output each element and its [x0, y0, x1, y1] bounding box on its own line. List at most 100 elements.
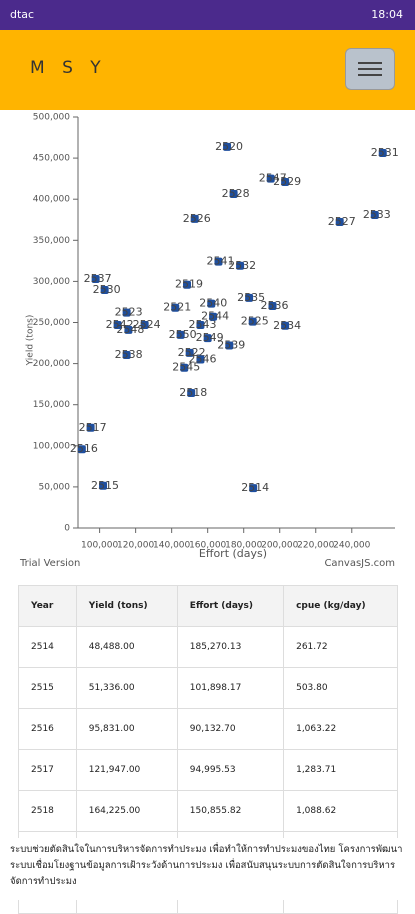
table-cell: 261.72	[283, 626, 398, 668]
table-cell: 101,898.17	[176, 667, 285, 709]
column-header: Year	[18, 585, 77, 627]
point	[99, 481, 108, 490]
point	[187, 389, 196, 398]
point-label: 2526	[183, 212, 211, 225]
point-label: 2529	[273, 175, 301, 188]
footer-text: ระบบช่วยตัดสินใจในการบริหารจัดการทำประมง…	[0, 838, 415, 900]
point-label: 2545	[172, 361, 200, 374]
y-tick-label: 500,000	[33, 113, 70, 123]
table-cell: 51,336.00	[75, 667, 178, 709]
point-label: 2525	[241, 315, 269, 328]
point	[245, 293, 254, 302]
table-cell: 2518	[18, 790, 77, 832]
x-tick-label: 200,000	[261, 541, 298, 551]
table-cell: 503.80	[283, 667, 398, 709]
menu-button[interactable]	[345, 48, 395, 90]
point	[180, 363, 189, 372]
point	[249, 484, 258, 493]
y-tick-label: 0	[64, 524, 70, 534]
point	[185, 348, 194, 357]
y-tick-label: 200,000	[33, 359, 70, 369]
column-header: Effort (days)	[176, 585, 285, 627]
point-label: 2514	[241, 481, 269, 494]
x-tick-label: 160,000	[189, 541, 226, 551]
point-label: 2540	[199, 297, 227, 310]
point-label: 2530	[93, 283, 121, 296]
point	[378, 149, 387, 158]
x-tick-label: 100,000	[81, 541, 118, 551]
table-cell: 2514	[18, 626, 77, 668]
point-label: 2517	[79, 421, 107, 434]
point-label: 2519	[175, 278, 203, 291]
x-tick-label: 140,000	[153, 541, 190, 551]
point-label: 2518	[179, 386, 207, 399]
point-label: 2550	[169, 328, 197, 341]
point	[100, 286, 109, 295]
point-label: 2549	[196, 331, 224, 344]
point-label: 2541	[206, 255, 234, 268]
status-bar: dtac 18:04	[0, 0, 415, 30]
point-label: 2515	[91, 479, 119, 492]
point	[176, 330, 185, 339]
chart: Trial Version CanvasJS.com Effort (days)…	[19, 113, 399, 570]
watermark: Trial Version	[19, 558, 80, 569]
point-label: 2520	[215, 140, 243, 153]
y-tick-label: 450,000	[33, 154, 70, 164]
y-tick-label: 150,000	[33, 400, 70, 410]
point	[209, 312, 218, 321]
app-title: M S Y	[30, 58, 107, 78]
point-label: 2516	[70, 442, 98, 455]
point-label: 2544	[201, 310, 229, 323]
x-tick-label: 120,000	[117, 541, 154, 551]
table-cell: 164,225.00	[75, 790, 178, 832]
table-cell: 150,855.82	[176, 790, 285, 832]
carrier: dtac	[10, 8, 35, 21]
clock: 18:04	[371, 8, 403, 21]
point	[122, 308, 131, 317]
point	[77, 445, 86, 454]
app-header: M S Y	[0, 30, 415, 110]
table-row: 2515 51,336.00 101,898.17 503.80	[18, 667, 398, 709]
point-label: 2546	[188, 352, 216, 365]
point	[86, 423, 95, 432]
point-label: 2523	[115, 306, 143, 319]
y-tick-label: 350,000	[33, 236, 70, 246]
x-tick-label: 240,000	[333, 541, 370, 551]
y-tick-label: 50,000	[39, 482, 71, 492]
x-tick-label: 180,000	[225, 541, 262, 551]
point	[370, 210, 379, 219]
table-cell: 48,488.00	[75, 626, 178, 668]
point-label: 2547	[259, 172, 287, 185]
watermark: CanvasJS.com	[324, 558, 395, 569]
point-label: 2535	[237, 291, 265, 304]
column-header: cpue (kg/day)	[283, 585, 398, 627]
point	[122, 350, 131, 359]
table-row: 2516 95,831.00 90,132.70 1,063.22	[18, 708, 398, 750]
point-label: 2543	[188, 318, 216, 331]
point	[266, 174, 275, 183]
point-label: 2524	[133, 318, 161, 331]
point	[91, 275, 100, 284]
table-cell: 90,132.70	[176, 708, 285, 750]
y-tick-label: 300,000	[33, 277, 70, 287]
table-cell: 95,831.00	[75, 708, 178, 750]
y-tick-label: 400,000	[33, 195, 70, 205]
point-label: 2537	[84, 272, 112, 285]
point	[223, 142, 232, 151]
point	[196, 320, 205, 329]
table-cell: 1,063.22	[283, 708, 398, 750]
point	[248, 317, 257, 326]
point-label: 2528	[222, 187, 250, 200]
table-cell: 121,947.00	[75, 749, 178, 791]
point-label: 2534	[273, 319, 301, 332]
point-label: 2548	[116, 323, 144, 336]
x-axis-label: Effort (days)	[199, 547, 267, 560]
point	[183, 280, 192, 289]
table-cell: 1,088.62	[283, 790, 398, 832]
point	[236, 261, 245, 270]
point-label: 2521	[163, 301, 191, 314]
point	[281, 321, 290, 330]
table-row: 2517 121,947.00 94,995.53 1,283.71	[18, 749, 398, 791]
point-label: 2539	[217, 339, 245, 352]
